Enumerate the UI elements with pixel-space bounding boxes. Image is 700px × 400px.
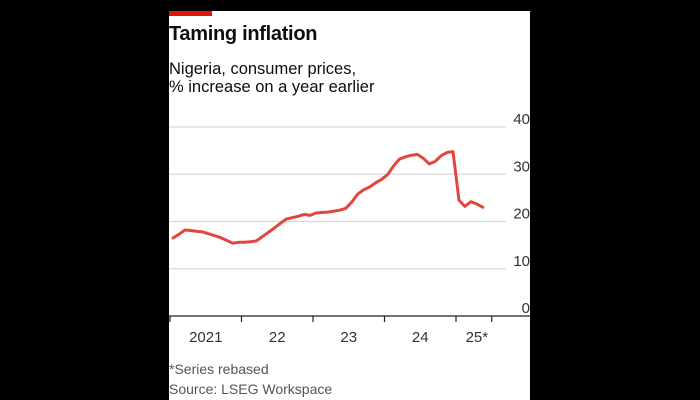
chart-subtitle-line1: Nigeria, consumer prices, bbox=[169, 60, 357, 78]
y-tick-label: 10 bbox=[513, 253, 530, 270]
chart-title: Taming inflation bbox=[169, 23, 318, 45]
series-line-inflation bbox=[171, 150, 485, 245]
x-tick-label: 24 bbox=[412, 329, 429, 346]
brand-red-bar bbox=[169, 11, 212, 16]
y-tick-label: 30 bbox=[513, 158, 530, 175]
source-note: Source: LSEG Workspace bbox=[169, 381, 333, 397]
x-tick-label: 22 bbox=[269, 329, 286, 346]
chart-subtitle-line2: % increase on a year earlier bbox=[169, 78, 375, 96]
footnote: *Series rebased bbox=[169, 361, 269, 377]
y-tick-label: 0 bbox=[522, 300, 530, 317]
y-tick-label: 20 bbox=[513, 206, 530, 223]
x-tick-label: 25* bbox=[466, 329, 489, 346]
x-tick-label: 23 bbox=[340, 329, 357, 346]
y-tick-label: 40 bbox=[513, 111, 530, 128]
x-tick-label: 2021 bbox=[189, 329, 222, 346]
